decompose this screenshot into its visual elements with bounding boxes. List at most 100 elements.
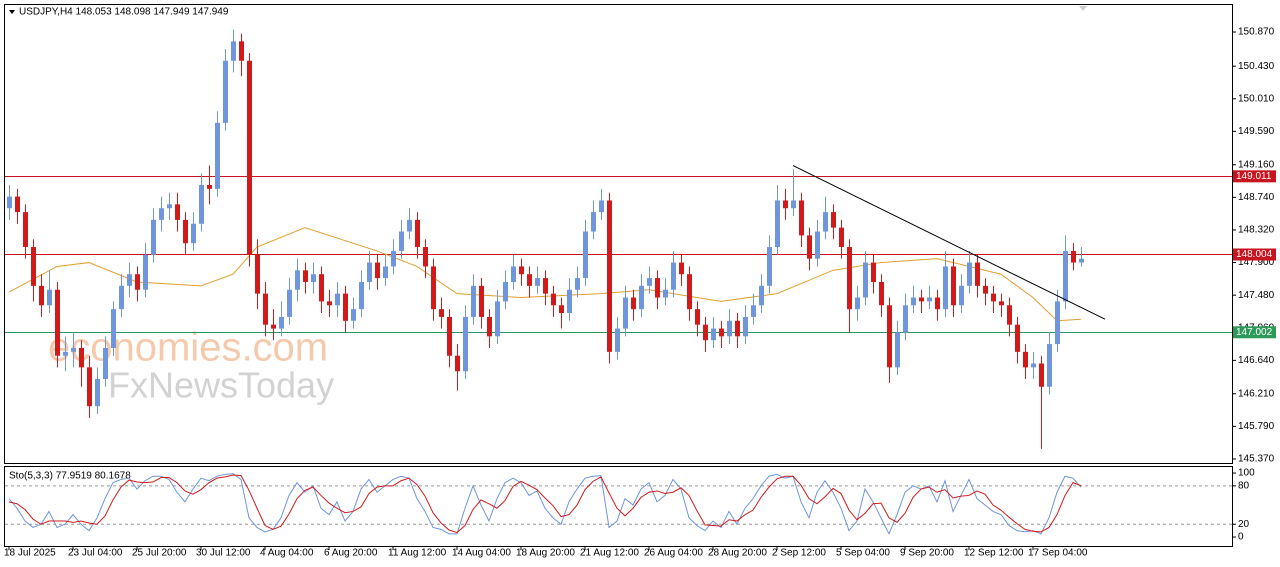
candle-body (911, 297, 916, 306)
candle-body (127, 274, 132, 286)
candle-body (479, 285, 484, 317)
y-tick-label: 148.320 (1238, 225, 1275, 236)
y-tick-label: 150.870 (1238, 27, 1275, 38)
candle-body (87, 367, 92, 407)
candle-body (311, 274, 316, 282)
y-tick-label: 0 (1238, 532, 1244, 543)
candle-body (375, 262, 380, 279)
candle-body (423, 247, 428, 267)
candle-body (135, 274, 140, 290)
x-tick-label: 23 Jul 04:00 (68, 548, 123, 559)
shift-marker (1079, 6, 1087, 11)
y-tick-label: 148.740 (1238, 192, 1275, 203)
x-tick-label: 6 Aug 20:00 (324, 548, 378, 559)
candle-body (335, 293, 340, 306)
candle-body (983, 285, 988, 294)
candle-body (79, 347, 84, 368)
candle-body (1015, 324, 1020, 352)
y-tick-label: 150.430 (1238, 61, 1275, 72)
candle-body (167, 204, 172, 209)
candle-body (439, 309, 444, 317)
candle-body (999, 301, 1004, 306)
candle-body (7, 196, 12, 209)
candle-body (263, 293, 268, 325)
candle-body (863, 262, 868, 298)
y-tick-label: 147.900 (1238, 257, 1275, 268)
trend-line (792, 165, 1106, 320)
candle-body (175, 204, 180, 220)
candle-body (1039, 363, 1044, 387)
candle-body (327, 301, 332, 306)
candle-body (1079, 258, 1084, 263)
candle-body (855, 297, 860, 310)
candle-body (343, 293, 348, 321)
y-tick-label: 100 (1238, 468, 1255, 479)
candle-body (103, 347, 108, 380)
candle-body (63, 351, 68, 356)
candle-body (119, 285, 124, 310)
level-label: 149.011 (1236, 171, 1272, 182)
main-frame (4, 4, 1233, 464)
x-tick-label: 26 Aug 04:00 (644, 548, 703, 559)
candle-body (639, 285, 644, 310)
candle-body (919, 297, 924, 302)
candle-body (615, 328, 620, 352)
candle-body (599, 200, 604, 213)
chart-title: USDJPY,H4 148.053 148.098 147.949 147.94… (19, 7, 229, 18)
candle-body (47, 289, 52, 306)
candle-body (687, 274, 692, 310)
candle-body (975, 262, 980, 286)
candle-body (991, 293, 996, 302)
level-label: 148.004 (1236, 249, 1273, 260)
candle-body (239, 41, 244, 61)
candle-body (31, 247, 36, 286)
candle-body (383, 266, 388, 279)
candle-body (247, 60, 252, 255)
candle-body (631, 297, 636, 310)
x-tick-label: 9 Sep 20:00 (900, 548, 954, 559)
candle-body (215, 122, 220, 189)
level-label-box (1233, 248, 1276, 261)
candle-body (447, 316, 452, 356)
candle-body (623, 297, 628, 329)
menu-icon (9, 10, 15, 14)
candle-body (255, 254, 260, 294)
candle-body (695, 309, 700, 325)
candle-body (895, 332, 900, 368)
candle-body (495, 301, 500, 337)
candle-body (407, 219, 412, 232)
candle-body (71, 347, 76, 352)
candle-body (511, 266, 516, 282)
candle-body (591, 212, 596, 232)
candle-body (367, 262, 372, 282)
candle-body (743, 316, 748, 337)
candle-body (559, 305, 564, 314)
candle-body (607, 200, 612, 352)
candle-body (759, 285, 764, 306)
candle-body (751, 305, 756, 317)
candle-body (487, 316, 492, 337)
candle-body (207, 184, 212, 189)
candle-body (567, 289, 572, 314)
y-tick-label: 80 (1238, 480, 1250, 491)
candle-body (55, 289, 60, 356)
candle-body (151, 219, 156, 255)
candle-body (15, 196, 20, 213)
candle-body (959, 285, 964, 306)
candle-body (823, 212, 828, 232)
candle-body (543, 278, 548, 294)
watermark: FxNewsToday (108, 365, 334, 406)
y-tick-label: 145.370 (1238, 454, 1275, 465)
candle-body (719, 328, 724, 337)
candle-body (159, 208, 164, 220)
candle-body (791, 200, 796, 209)
candle-body (583, 231, 588, 279)
candle-body (799, 200, 804, 236)
y-tick-label: 149.590 (1238, 126, 1275, 137)
x-tick-label: 30 Jul 12:00 (196, 548, 251, 559)
y-tick-label: 20 (1238, 519, 1250, 530)
y-tick-label: 145.790 (1238, 421, 1275, 432)
candle-body (1047, 344, 1052, 387)
candle-body (967, 262, 972, 286)
